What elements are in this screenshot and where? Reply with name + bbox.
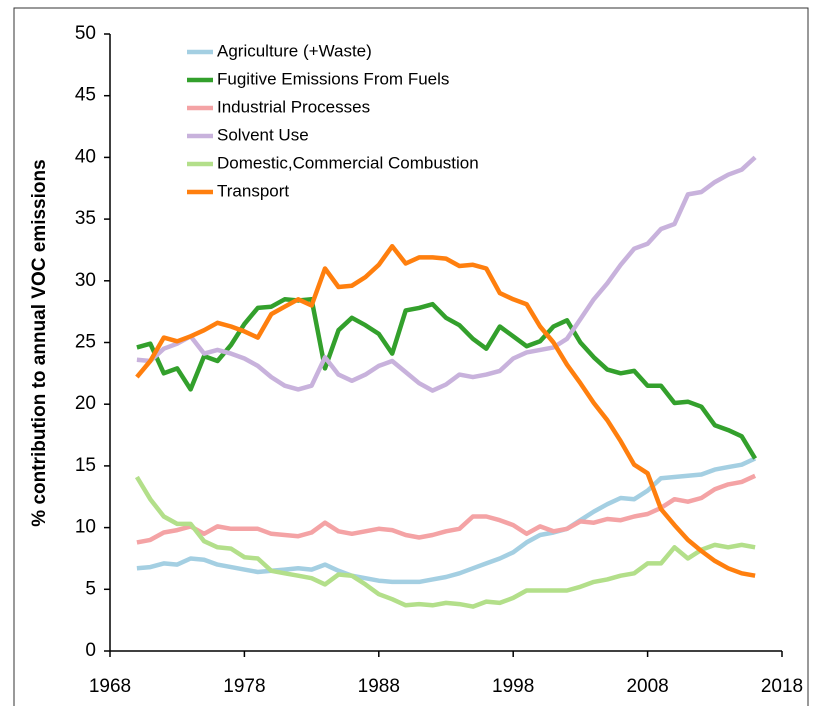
series-line [136, 473, 757, 545]
legend-label: Domestic,Commercial Combustion [217, 153, 479, 172]
series-line [136, 155, 757, 393]
y-tick-label: 30 [75, 270, 96, 291]
y-tick-label: 50 [75, 23, 96, 44]
legend-label: Transport [217, 181, 289, 200]
y-tick-label: 0 [85, 640, 96, 661]
legend-label: Solvent Use [217, 125, 309, 144]
series-line [136, 297, 758, 460]
legend-label: Fugitive Emissions From Fuels [217, 69, 449, 88]
y-tick-label: 10 [75, 517, 96, 538]
series-line [135, 243, 756, 578]
x-tick-label: 1998 [492, 676, 534, 697]
x-tick-label: 1988 [358, 676, 400, 697]
x-tick-label: 1978 [223, 676, 265, 697]
y-tick-label: 25 [75, 332, 96, 353]
legend-label: Industrial Processes [217, 97, 370, 116]
x-tick-label: 2008 [626, 676, 668, 697]
y-tick-label: 35 [75, 208, 96, 229]
legend-label: Agriculture (+Waste) [217, 41, 372, 60]
x-tick-label: 2018 [761, 676, 803, 697]
y-tick-label: 40 [75, 146, 96, 167]
y-tick-label: 45 [75, 85, 96, 106]
x-tick-label: 1968 [89, 676, 131, 697]
frame [13, 7, 809, 706]
series-line [134, 475, 756, 609]
y-tick-label: 15 [75, 455, 96, 476]
y-axis-label: % contribution to annual VOC emissions [29, 159, 50, 526]
y-tick-label: 20 [75, 393, 96, 414]
y-tick-label: 5 [85, 578, 96, 599]
